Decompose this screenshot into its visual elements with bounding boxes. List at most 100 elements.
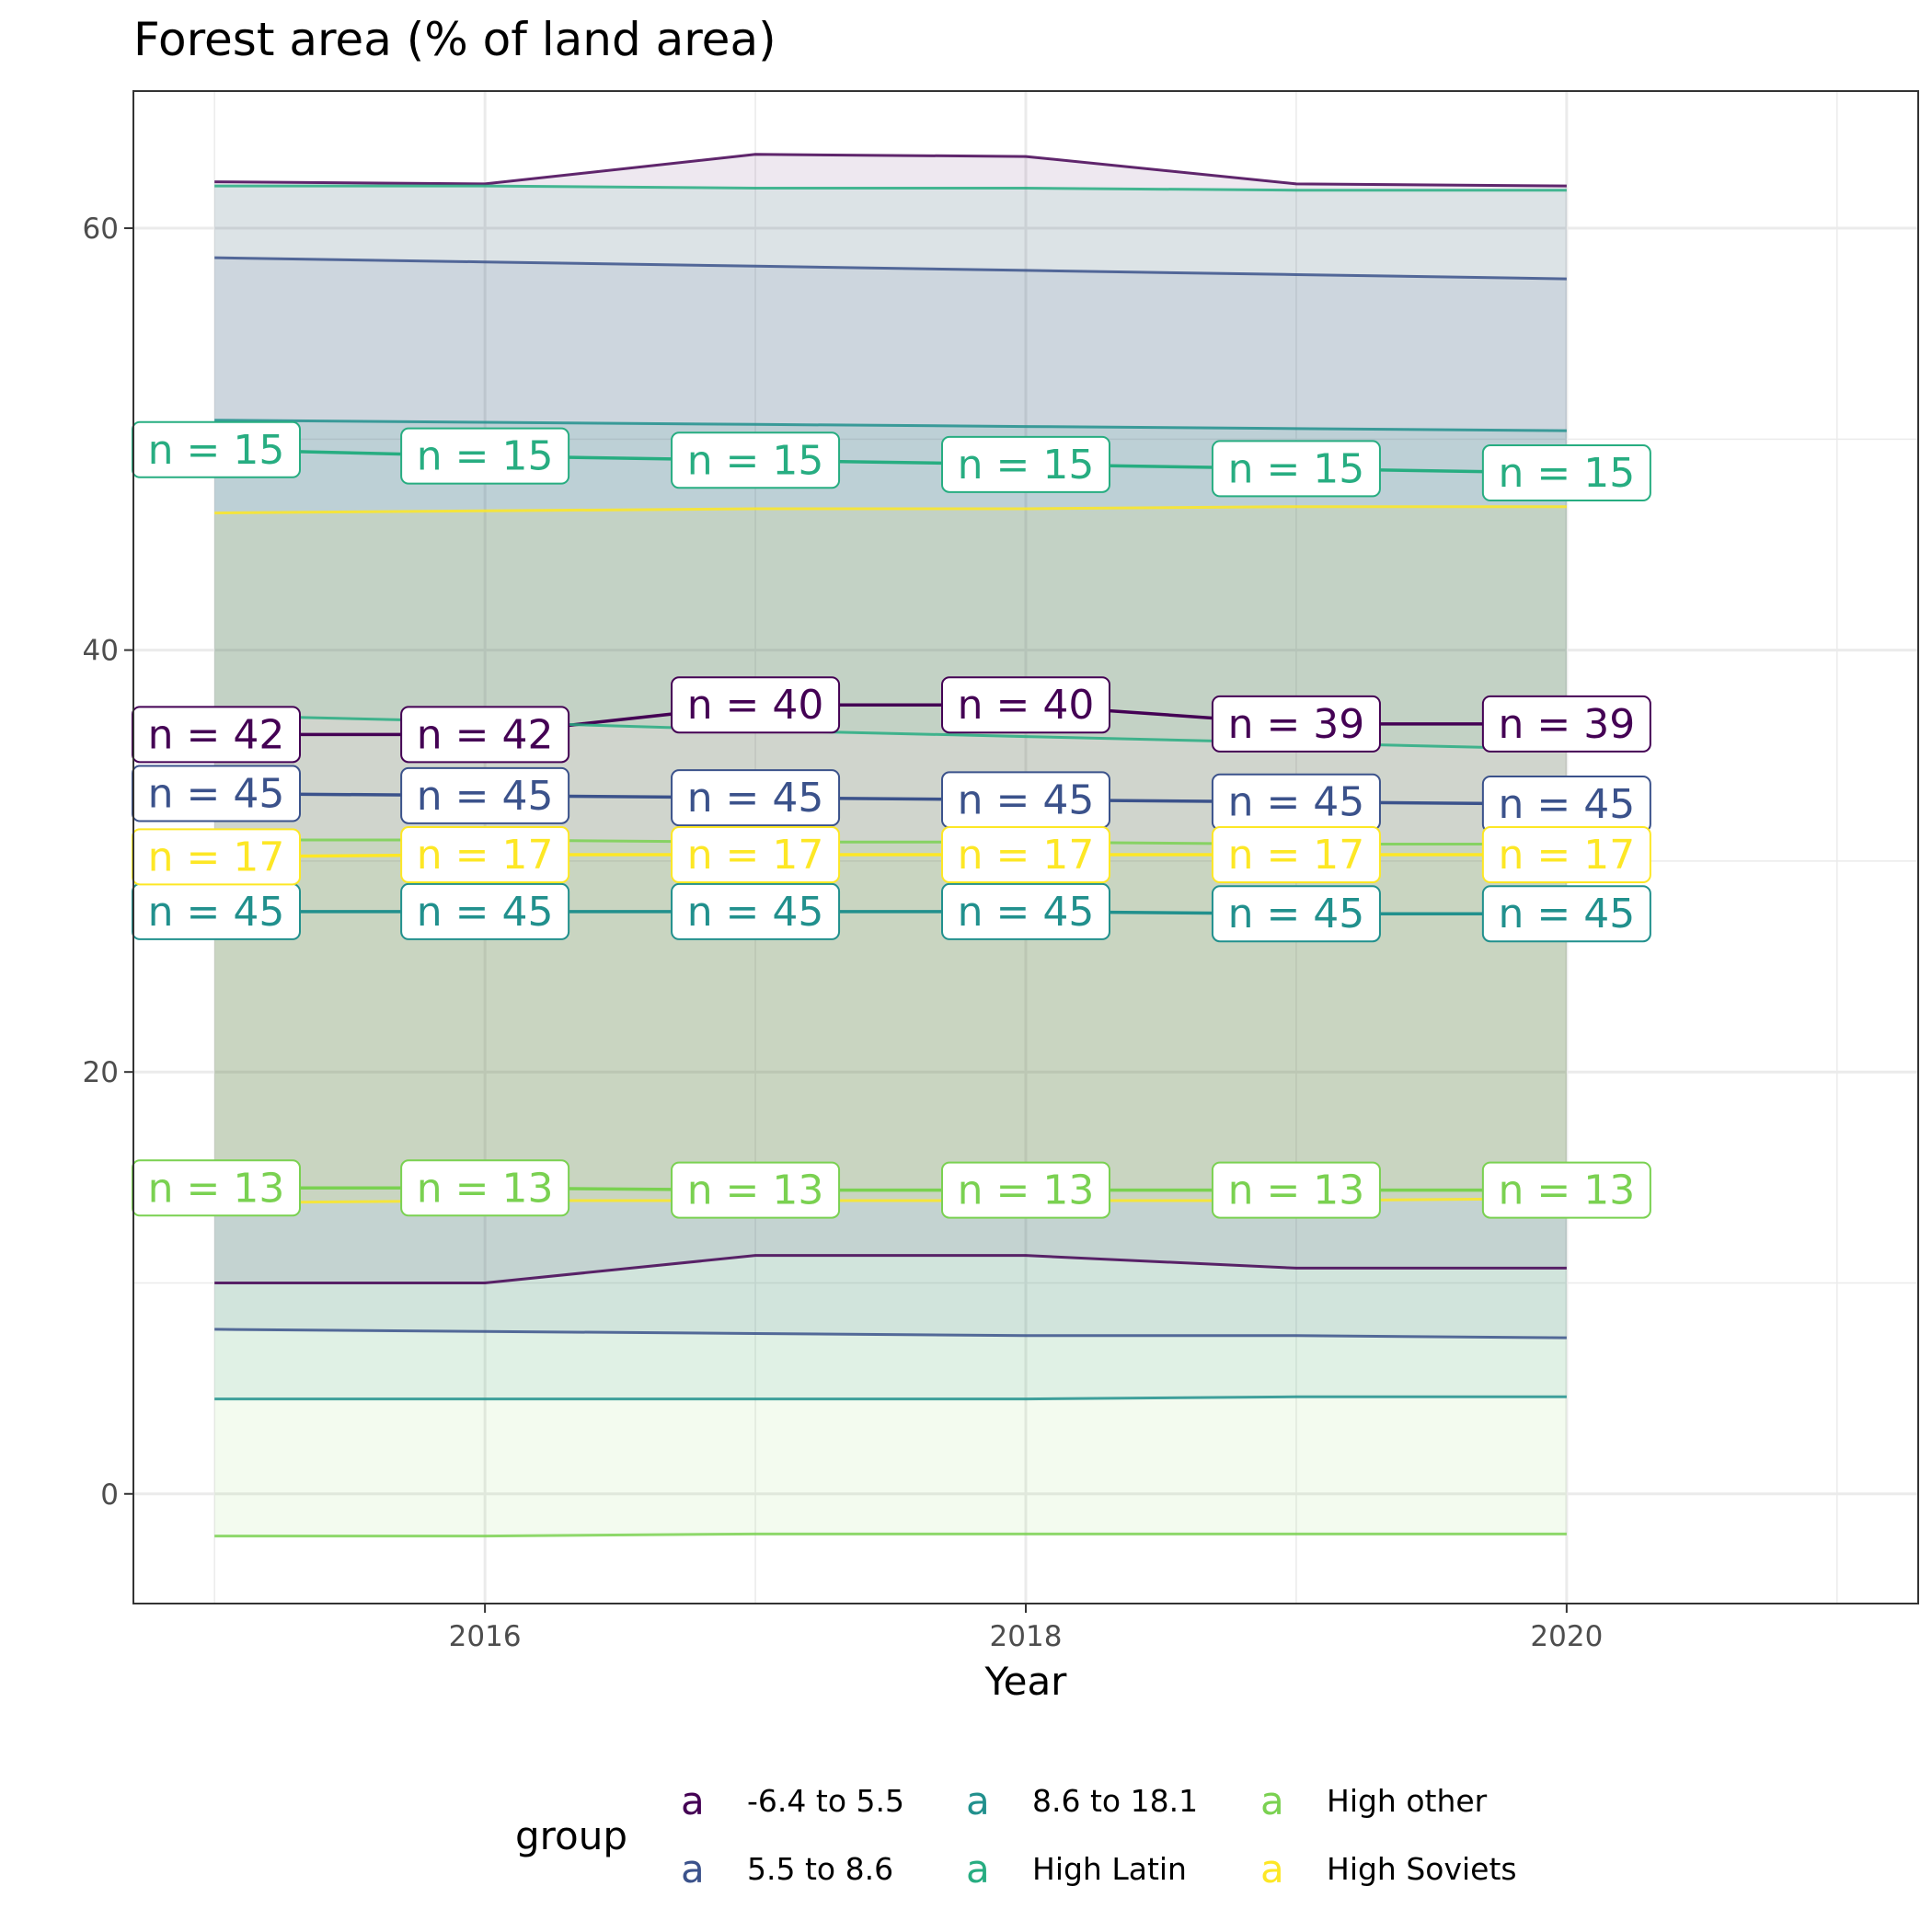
series-upper-line [214, 153, 1567, 188]
svg-text:n = 15: n = 15 [417, 433, 554, 480]
legend-item: a 5.5 to 8.6 [681, 1846, 893, 1892]
series-upper-line [214, 256, 1567, 281]
n-label: n = 45 [671, 882, 841, 940]
svg-text:n = 17: n = 17 [1499, 832, 1636, 879]
n-label: n = 45 [671, 769, 841, 827]
y-tick-label: 40 [83, 635, 119, 668]
n-label: n = 15 [1211, 440, 1381, 498]
n-label: n = 45 [941, 771, 1110, 829]
n-label: n = 39 [1211, 695, 1381, 753]
n-label: n = 13 [1481, 1161, 1651, 1219]
n-label: n = 13 [671, 1161, 841, 1219]
svg-text:n = 13: n = 13 [958, 1167, 1095, 1214]
svg-text:a: a [681, 1846, 705, 1892]
n-label: n = 45 [132, 765, 301, 822]
legend-item: a High Soviets [1260, 1846, 1517, 1892]
svg-text:n = 15: n = 15 [687, 437, 824, 484]
n-label: n = 45 [1481, 885, 1651, 943]
n-label: n = 45 [1211, 773, 1381, 831]
x-tick-label: 2020 [1530, 1620, 1603, 1653]
n-label: n = 15 [1481, 444, 1651, 502]
svg-text:a: a [1260, 1778, 1284, 1823]
svg-text:a: a [681, 1778, 705, 1823]
svg-text:High other: High other [1327, 1783, 1488, 1819]
series-upper-line [214, 505, 1567, 515]
n-label: n = 17 [132, 828, 301, 886]
n-label: n = 45 [941, 882, 1110, 940]
legend: a -6.4 to 5.5 a 5.5 to 8.6 a 8.6 to 18.1 a High… [681, 1778, 1517, 1892]
y-tick-label: 0 [100, 1478, 119, 1512]
svg-text:n = 45: n = 45 [148, 771, 285, 818]
series-lower-line [214, 1532, 1567, 1538]
svg-text:5.5 to 8.6: 5.5 to 8.6 [747, 1851, 893, 1887]
svg-text:n = 42: n = 42 [148, 711, 285, 758]
n-label: n = 45 [400, 882, 570, 940]
svg-text:n = 17: n = 17 [417, 832, 554, 879]
svg-text:n = 13: n = 13 [417, 1165, 554, 1212]
svg-text:8.6 to 18.1: 8.6 to 18.1 [1032, 1783, 1198, 1819]
y-tick-label: 60 [83, 213, 119, 246]
n-label: n = 15 [941, 435, 1110, 493]
n-label: n = 42 [132, 706, 301, 764]
legend-item: a -6.4 to 5.5 [681, 1778, 904, 1823]
svg-text:n = 45: n = 45 [958, 889, 1095, 936]
svg-text:n = 45: n = 45 [1228, 779, 1365, 826]
svg-text:n = 15: n = 15 [1228, 445, 1365, 492]
svg-text:n = 17: n = 17 [687, 832, 824, 879]
ribbon-band [214, 839, 1567, 1536]
svg-text:n = 13: n = 13 [687, 1167, 824, 1214]
series-lower-line [214, 1328, 1567, 1340]
n-label: n = 45 [132, 882, 301, 940]
svg-text:a: a [1260, 1846, 1284, 1892]
n-label: n = 42 [400, 706, 570, 764]
x-tick-label: 2018 [990, 1620, 1063, 1653]
svg-text:n = 45: n = 45 [148, 889, 285, 936]
n-label: n = 13 [132, 1159, 301, 1217]
ribbon-band [214, 420, 1567, 1399]
svg-text:n = 42: n = 42 [417, 711, 554, 758]
n-label: n = 13 [941, 1161, 1110, 1219]
svg-text:n = 15: n = 15 [148, 427, 285, 474]
series-lower-line [214, 1254, 1567, 1284]
n-label: n = 45 [1211, 885, 1381, 943]
svg-text:High Soviets: High Soviets [1327, 1851, 1517, 1887]
svg-text:n = 15: n = 15 [958, 442, 1095, 489]
n-label: n = 17 [671, 826, 841, 884]
y-axis-ticks: 0 20 40 60 [83, 213, 133, 1512]
n-label: n = 17 [400, 826, 570, 884]
series-upper-line [214, 184, 1567, 192]
svg-text:n = 17: n = 17 [1228, 832, 1365, 879]
svg-text:n = 45: n = 45 [958, 776, 1095, 823]
svg-text:n = 45: n = 45 [1228, 891, 1365, 937]
legend-item: a High other [1260, 1778, 1488, 1823]
svg-text:n = 40: n = 40 [958, 682, 1095, 729]
n-labels: n = 42 n = 42 n = 40 n = 40 n = 39 n = 39 n = … [132, 420, 1651, 1219]
n-label: n = 17 [941, 826, 1110, 884]
n-label: n = 15 [671, 431, 841, 489]
svg-text:n = 45: n = 45 [1499, 891, 1636, 937]
n-label: n = 39 [1481, 695, 1651, 753]
n-label: n = 13 [400, 1159, 570, 1217]
y-tick-label: 20 [83, 1056, 119, 1089]
n-label: n = 45 [1481, 775, 1651, 833]
legend-title: group [515, 1813, 627, 1858]
n-label: n = 15 [400, 427, 570, 485]
svg-text:n = 13: n = 13 [1228, 1167, 1365, 1214]
n-label: n = 17 [1211, 826, 1381, 884]
svg-text:n = 45: n = 45 [1499, 781, 1636, 828]
svg-text:n = 39: n = 39 [1499, 701, 1636, 748]
svg-text:-6.4 to 5.5: -6.4 to 5.5 [747, 1783, 904, 1819]
svg-text:n = 45: n = 45 [687, 889, 824, 936]
svg-text:n = 40: n = 40 [687, 682, 824, 729]
n-label: n = 15 [132, 420, 301, 478]
series-lower-line [214, 1395, 1567, 1401]
svg-text:n = 45: n = 45 [417, 773, 554, 820]
legend-item: a High Latin [966, 1846, 1187, 1892]
svg-text:a: a [966, 1778, 990, 1823]
x-axis-ticks: 2016 2018 2020 [449, 1604, 1603, 1653]
svg-text:a: a [966, 1846, 990, 1892]
series-upper-line [214, 419, 1567, 432]
svg-text:n = 45: n = 45 [417, 889, 554, 936]
svg-text:n = 13: n = 13 [148, 1165, 285, 1212]
